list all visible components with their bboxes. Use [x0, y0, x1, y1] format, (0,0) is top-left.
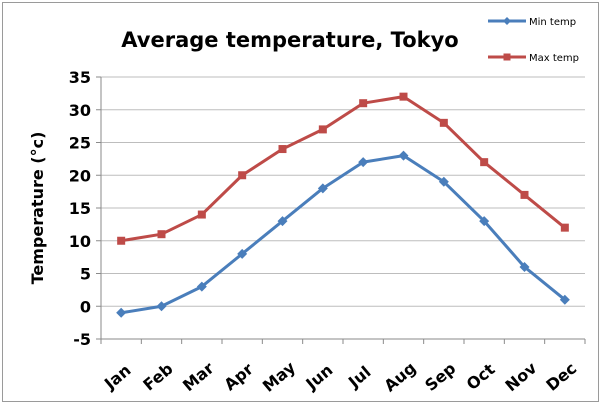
- y-tick-label: 15: [69, 199, 91, 218]
- y-tick-label: 0: [80, 297, 91, 316]
- data-point-min: [237, 248, 248, 259]
- data-point-max: [157, 230, 166, 239]
- y-tick-label: 20: [69, 166, 91, 185]
- data-point-max: [197, 210, 206, 219]
- data-point-min: [317, 183, 328, 194]
- x-tick-label: Dec: [542, 359, 580, 395]
- y-tick-label: 25: [69, 134, 91, 153]
- axes: [96, 76, 586, 344]
- data-point-min: [398, 150, 409, 161]
- data-point-max: [399, 92, 408, 101]
- data-point-min: [196, 281, 207, 292]
- chart-title: Average temperature, Tokyo: [121, 28, 458, 52]
- x-tick-label: Mar: [179, 358, 218, 395]
- y-tick-label: 5: [80, 265, 91, 284]
- x-tick-label: Feb: [139, 359, 176, 395]
- data-point-max: [318, 125, 327, 134]
- data-point-max: [520, 190, 529, 199]
- x-tick-label: Apr: [220, 359, 257, 394]
- series-line-min: [120, 154, 566, 315]
- y-tick-label: -5: [73, 330, 91, 349]
- x-tick-label: Aug: [380, 358, 419, 395]
- x-tick-label: Jan: [100, 360, 135, 393]
- x-tick-labels: Jan Feb Mar Apr May Jun Jul Aug Sep Oct Nov Dec: [100, 357, 580, 395]
- data-point-min: [358, 157, 369, 168]
- data-point-min: [559, 294, 570, 305]
- data-point-min: [277, 216, 288, 227]
- y-axis-label: Temperature (°c): [28, 132, 47, 285]
- data-point-min: [519, 261, 530, 272]
- legend-label: Max temp: [529, 53, 579, 64]
- data-point-max: [117, 236, 126, 245]
- series-line-max: [120, 95, 566, 243]
- legend-marker: [503, 17, 511, 25]
- legend-marker: [503, 53, 511, 61]
- data-point-min: [438, 176, 449, 187]
- x-tick-label: May: [259, 357, 300, 395]
- data-point-max: [278, 145, 287, 154]
- data-point-min: [156, 301, 167, 312]
- data-point-max: [359, 99, 368, 108]
- legend-label: Min temp: [529, 17, 576, 28]
- series: [116, 92, 570, 318]
- data-point-max: [439, 118, 448, 127]
- x-tick-label: Jun: [301, 360, 336, 394]
- data-point-max: [480, 158, 489, 167]
- y-tick-label: 10: [69, 232, 91, 251]
- y-tick-label: 30: [69, 101, 91, 120]
- x-tick-label: Sep: [421, 359, 459, 395]
- data-point-max: [560, 223, 569, 232]
- data-point-max: [238, 171, 247, 180]
- x-tick-label: Nov: [502, 358, 541, 395]
- data-point-min: [116, 307, 127, 318]
- legend: Min temp Max temp: [488, 17, 579, 64]
- y-tick-label: 35: [69, 68, 91, 87]
- x-tick-label: Jul: [344, 362, 374, 392]
- x-tick-label: Oct: [463, 359, 499, 394]
- data-point-min: [479, 216, 490, 227]
- y-tick-labels: -5 0 5 10 15 20 25 30 35: [69, 68, 91, 349]
